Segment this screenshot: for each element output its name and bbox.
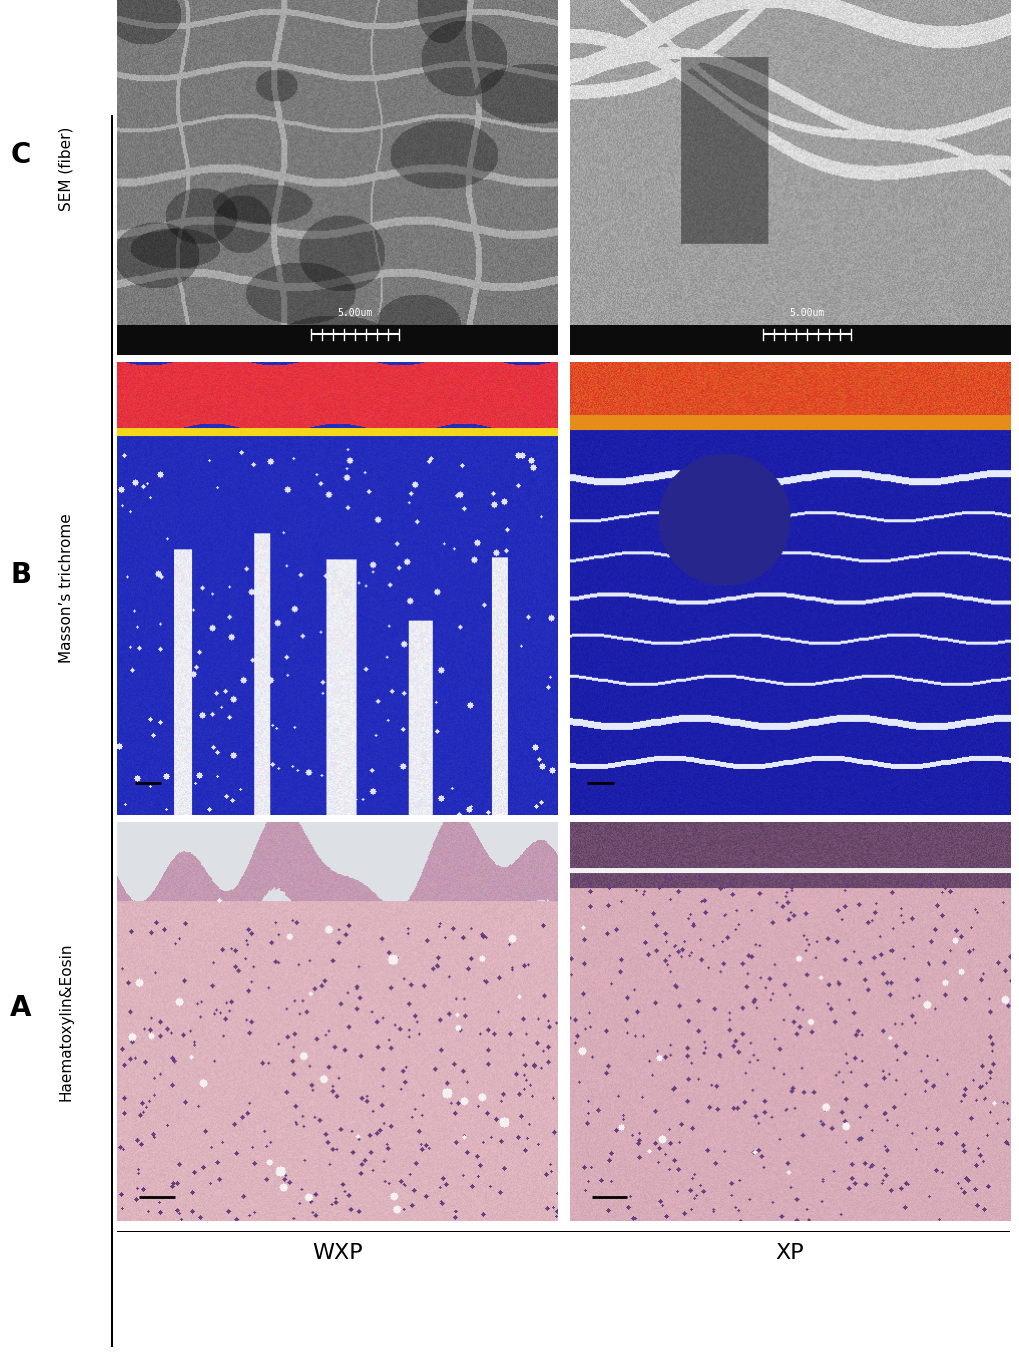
Text: 5.00um: 5.00um <box>337 307 372 317</box>
Text: 5.00um: 5.00um <box>789 307 824 317</box>
Text: XP: XP <box>774 1243 803 1263</box>
Text: C: C <box>10 141 31 169</box>
Text: Haematoxylin&Eosin: Haematoxylin&Eosin <box>59 942 73 1101</box>
Text: Masson’s trichrome: Masson’s trichrome <box>59 513 73 663</box>
Text: WXP: WXP <box>312 1243 363 1263</box>
Text: A: A <box>10 994 32 1022</box>
Text: SEM (fiber): SEM (fiber) <box>59 126 73 211</box>
Text: B: B <box>10 561 32 589</box>
